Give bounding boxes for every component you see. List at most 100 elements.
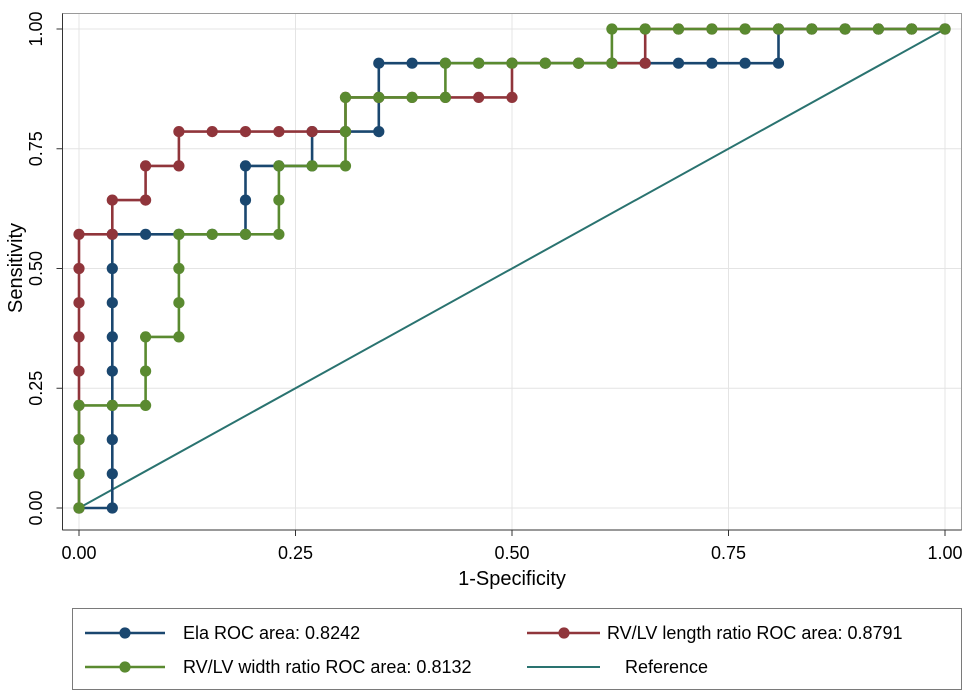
x-axis-title: 1-Specificity (458, 568, 566, 590)
rvlv-width-ratio-roc-point (606, 57, 618, 69)
rvlv-width-ratio-roc-point (239, 228, 252, 240)
ela-roc-point (672, 57, 685, 69)
rvlv-width-ratio-roc-point (140, 365, 152, 377)
rvlv-width-ratio-roc-point (173, 262, 185, 275)
rvlv-length-ratio-roc-point (106, 194, 118, 206)
rvlv-width-ratio-roc-point (573, 57, 585, 69)
legend-swatch-marker (119, 661, 131, 673)
rvlv-length-ratio-roc-point (140, 160, 152, 172)
rvlv-length-ratio-roc-point (273, 126, 285, 138)
rvlv-width-ratio-roc-point (273, 194, 285, 206)
legend-label: Reference (625, 657, 708, 677)
rvlv-width-ratio-roc-point (473, 57, 485, 69)
rvlv-width-ratio-roc-point (140, 331, 152, 343)
rvlv-width-ratio-roc-point (73, 399, 85, 411)
rvlv-width-ratio-roc-point (739, 23, 751, 35)
rvlv-length-ratio-roc-point (173, 160, 185, 172)
rvlv-width-ratio-roc-point (539, 57, 551, 69)
legend-item-rvlv-length-ratio: RV/LV length ratio ROC area: 0.8791 (527, 623, 903, 643)
series-rvlv-width-ratio (73, 23, 951, 514)
rvlv-width-ratio-roc-point (639, 23, 651, 35)
rvlv-width-ratio-roc-point (339, 91, 352, 103)
rvlv-length-ratio-roc-point (639, 57, 651, 69)
rvlv-width-ratio-roc-point (206, 228, 218, 240)
rvlv-width-ratio-roc-point (173, 331, 185, 343)
rvlv-width-ratio-roc-point (73, 434, 85, 446)
ela-roc-point (106, 262, 118, 275)
y-tick-label: 0.75 (26, 131, 46, 166)
rvlv-width-ratio-roc-point (439, 91, 451, 103)
rvlv-width-ratio-roc-point (406, 91, 418, 103)
y-tick-label: 1.00 (26, 11, 46, 46)
y-axis-title: Sensitivity (5, 223, 27, 313)
rvlv-width-ratio-roc-point (872, 23, 885, 35)
y-tick-label: 0.25 (26, 371, 46, 406)
roc-curves (73, 23, 951, 514)
reference-line (78, 28, 946, 509)
ela-roc-point (772, 57, 785, 69)
rvlv-length-ratio-roc-point (73, 228, 85, 240)
legend-item-rvlv-width-ratio: RV/LV width ratio ROC area: 0.8132 (85, 657, 471, 677)
rvlv-width-ratio-roc-point (339, 160, 352, 172)
legend-label: RV/LV width ratio ROC area: 0.8132 (183, 657, 471, 677)
rvlv-width-ratio-roc-point (772, 23, 785, 35)
rvlv-width-ratio-roc-point (939, 23, 951, 35)
series-reference (78, 28, 946, 509)
rvlv-length-ratio-roc-point (306, 126, 318, 138)
x-tick-label: 0.00 (61, 543, 96, 563)
legend-item-reference: Reference (527, 657, 708, 677)
ela-roc-point (239, 194, 252, 206)
rvlv-length-ratio-roc-point (140, 194, 152, 206)
rvlv-width-ratio-roc-point (806, 23, 818, 35)
y-tick-label: 0.00 (26, 490, 46, 525)
ela-roc-point (106, 331, 118, 343)
ela-roc-point (373, 126, 385, 138)
legend-swatch-marker (119, 627, 131, 639)
legend-label: RV/LV length ratio ROC area: 0.8791 (607, 623, 903, 643)
legend-swatch-marker (558, 627, 570, 639)
rvlv-width-ratio-roc-point (706, 23, 718, 35)
legend-box (72, 608, 962, 690)
legend-item-ela: Ela ROC area: 0.8242 (85, 623, 360, 643)
ela-roc-point (239, 160, 252, 172)
y-tick-label: 0.50 (26, 251, 46, 286)
ela-roc-point (106, 502, 118, 514)
rvlv-length-ratio-roc-point (206, 126, 218, 138)
rvlv-length-ratio-roc-point (106, 228, 118, 240)
ela-roc-point (106, 365, 118, 377)
rvlv-width-ratio-roc-point (373, 91, 385, 103)
rvlv-width-ratio-roc-point (306, 160, 318, 172)
rvlv-width-ratio-roc-point (439, 57, 451, 69)
ela-roc-point (140, 228, 152, 240)
rvlv-width-ratio-roc-point (73, 468, 85, 480)
rvlv-width-ratio-roc-point (906, 23, 918, 35)
rvlv-width-ratio-roc-point (506, 57, 518, 69)
rvlv-width-ratio-roc-point (73, 502, 85, 514)
legend-label: Ela ROC area: 0.8242 (183, 623, 360, 643)
ela-roc-point (373, 57, 385, 69)
ela-roc-point (739, 57, 751, 69)
rvlv-width-ratio-roc-point (273, 160, 285, 172)
ela-roc-point (106, 297, 118, 309)
rvlv-width-ratio-roc-point (106, 399, 118, 411)
rvlv-width-ratio-roc-point (672, 23, 685, 35)
rvlv-length-ratio-roc-point (239, 126, 252, 138)
legend: Ela ROC area: 0.8242 RV/LV length ratio … (72, 608, 962, 690)
rvlv-length-ratio-roc-point (73, 365, 85, 377)
rvlv-width-ratio-roc-point (173, 228, 185, 240)
rvlv-width-ratio-roc-point (339, 126, 352, 138)
x-tick-label: 0.50 (494, 543, 529, 563)
ela-roc-point (106, 468, 118, 480)
x-tick-label: 0.25 (278, 543, 313, 563)
rvlv-length-ratio-roc-point (73, 331, 85, 343)
axis-ticks: 0.00 0.25 0.50 0.75 1.00 0.00 0.25 0.50 0.75 1.00 (26, 11, 963, 563)
ela-roc-point (106, 434, 118, 446)
rvlv-width-ratio-roc-point (173, 297, 185, 309)
rvlv-width-ratio-roc-point (839, 23, 851, 35)
ela-roc-point (406, 57, 418, 69)
rvlv-width-ratio-roc-point (140, 399, 152, 411)
rvlv-length-ratio-roc-point (73, 262, 85, 275)
rvlv-width-ratio-roc-point (273, 228, 285, 240)
